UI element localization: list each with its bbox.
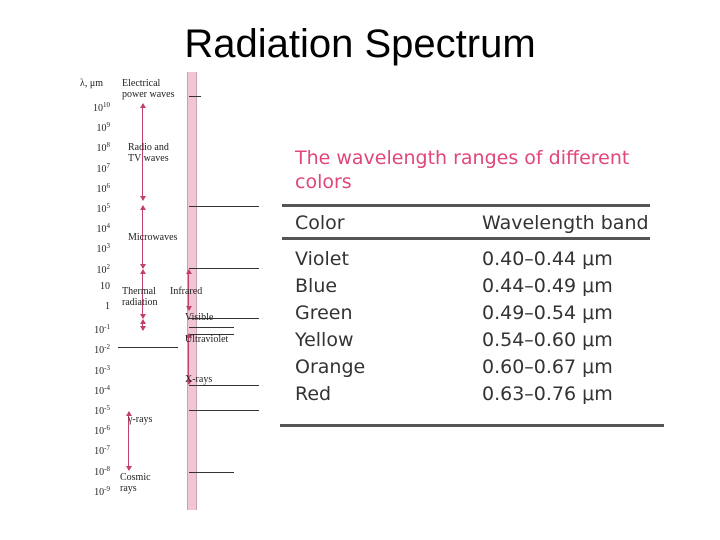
table-row: Violet 0.40–0.44 μm bbox=[282, 246, 650, 273]
wavelength-tick: 106 bbox=[96, 181, 111, 195]
wavelength-band: 0.40–0.44 μm bbox=[482, 248, 613, 270]
table-top-rule bbox=[282, 204, 650, 207]
color-wavelength-table: The wavelength ranges of different color… bbox=[280, 140, 664, 430]
wavelength-tick: 105 bbox=[96, 202, 111, 215]
microwave-range-arrow bbox=[140, 205, 146, 269]
infrared-range-arrow bbox=[186, 269, 192, 311]
band-boundary bbox=[189, 327, 234, 328]
band-boundary bbox=[189, 318, 259, 319]
table-row: Green 0.49–0.54 μm bbox=[282, 300, 650, 327]
wavelength-tick: 1 bbox=[105, 301, 110, 312]
color-name: Blue bbox=[295, 275, 338, 297]
xray-range-arrow bbox=[186, 333, 192, 385]
table-row: Red 0.63–0.76 μm bbox=[282, 381, 650, 408]
wavelength-axis-label: λ, μm bbox=[80, 78, 103, 89]
wavelength-tick: 10-7 bbox=[94, 444, 110, 458]
slide-title: Radiation Spectrum bbox=[184, 22, 536, 66]
gamma-rays-label: γ-rays bbox=[128, 414, 153, 425]
table-row: Orange 0.60–0.67 μm bbox=[282, 354, 650, 381]
ultraviolet-label: Ultraviolet bbox=[185, 334, 229, 345]
cosmic-rays-label: Cosmic rays bbox=[120, 472, 151, 494]
header-color: Color bbox=[295, 212, 345, 234]
wavelength-tick: 108 bbox=[96, 141, 111, 155]
thermal-range-arrow bbox=[140, 269, 146, 319]
wavelength-tick: 102 bbox=[96, 262, 111, 276]
wavelength-band: 0.49–0.54 μm bbox=[482, 302, 613, 324]
thermal-radiation-label: Thermal radiation bbox=[122, 286, 158, 308]
radio-tv-waves-label: Radio and TV waves bbox=[128, 142, 169, 164]
visible-range-arrow bbox=[140, 319, 146, 331]
band-boundary bbox=[189, 206, 259, 207]
em-spectrum-diagram: λ, μm 1010 109 108 107 106 105 104 103 102 10 1 10-… bbox=[78, 72, 278, 512]
wavelength-tick: 10-6 bbox=[94, 424, 110, 438]
color-name: Orange bbox=[295, 356, 366, 378]
visible-label: Visible bbox=[185, 312, 214, 323]
wavelength-tick: 10 bbox=[100, 280, 110, 292]
microwaves-label: Microwaves bbox=[128, 232, 178, 243]
color-name: Yellow bbox=[295, 329, 354, 351]
wavelength-tick: 10-2 bbox=[94, 343, 110, 357]
wavelength-tick: 103 bbox=[96, 242, 111, 256]
color-name: Red bbox=[295, 383, 332, 405]
band-boundary bbox=[189, 96, 201, 97]
electrical-waves-label: Electrical power waves bbox=[122, 78, 175, 100]
infrared-label: Infrared bbox=[170, 286, 203, 297]
wavelength-band: 0.60–0.67 μm bbox=[482, 356, 613, 378]
band-boundary bbox=[189, 385, 259, 386]
band-boundary bbox=[189, 334, 234, 335]
xrays-label: X-rays bbox=[185, 374, 213, 385]
wavelength-band: 0.54–0.60 μm bbox=[482, 329, 613, 351]
wavelength-tick: 10-4 bbox=[94, 383, 110, 397]
band-boundary bbox=[189, 410, 259, 411]
wavelength-tick: 104 bbox=[96, 222, 111, 236]
wavelength-tick: 10-1 bbox=[94, 323, 110, 337]
table-header-row: Color Wavelength band bbox=[282, 210, 650, 237]
band-boundary bbox=[189, 268, 259, 269]
color-name: Violet bbox=[295, 248, 349, 270]
wavelength-tick: 10-8 bbox=[94, 464, 110, 478]
color-name: Green bbox=[295, 302, 353, 324]
table-row: Yellow 0.54–0.60 μm bbox=[282, 327, 650, 354]
wavelength-tick: 109 bbox=[96, 121, 111, 135]
table-row: Blue 0.44–0.49 μm bbox=[282, 273, 650, 300]
wavelength-tick: 1010 bbox=[93, 101, 110, 114]
band-boundary bbox=[118, 347, 178, 348]
wavelength-tick: 10-5 bbox=[94, 404, 110, 417]
spectrum-bar bbox=[187, 72, 197, 510]
header-wavelength-band: Wavelength band bbox=[482, 212, 649, 234]
wavelength-tick: 10-9 bbox=[94, 484, 110, 498]
table-title: The wavelength ranges of different color… bbox=[295, 147, 630, 193]
band-boundary bbox=[189, 472, 234, 473]
wavelength-band: 0.44–0.49 μm bbox=[482, 275, 613, 297]
wavelength-tick: 107 bbox=[96, 161, 111, 175]
gamma-range-arrow bbox=[126, 411, 132, 471]
table-bottom-rule bbox=[280, 424, 664, 427]
wavelength-tick: 10-3 bbox=[94, 363, 110, 377]
radio-range-arrow bbox=[140, 103, 146, 201]
wavelength-band: 0.63–0.76 μm bbox=[482, 383, 613, 405]
table-header-rule bbox=[282, 237, 650, 240]
